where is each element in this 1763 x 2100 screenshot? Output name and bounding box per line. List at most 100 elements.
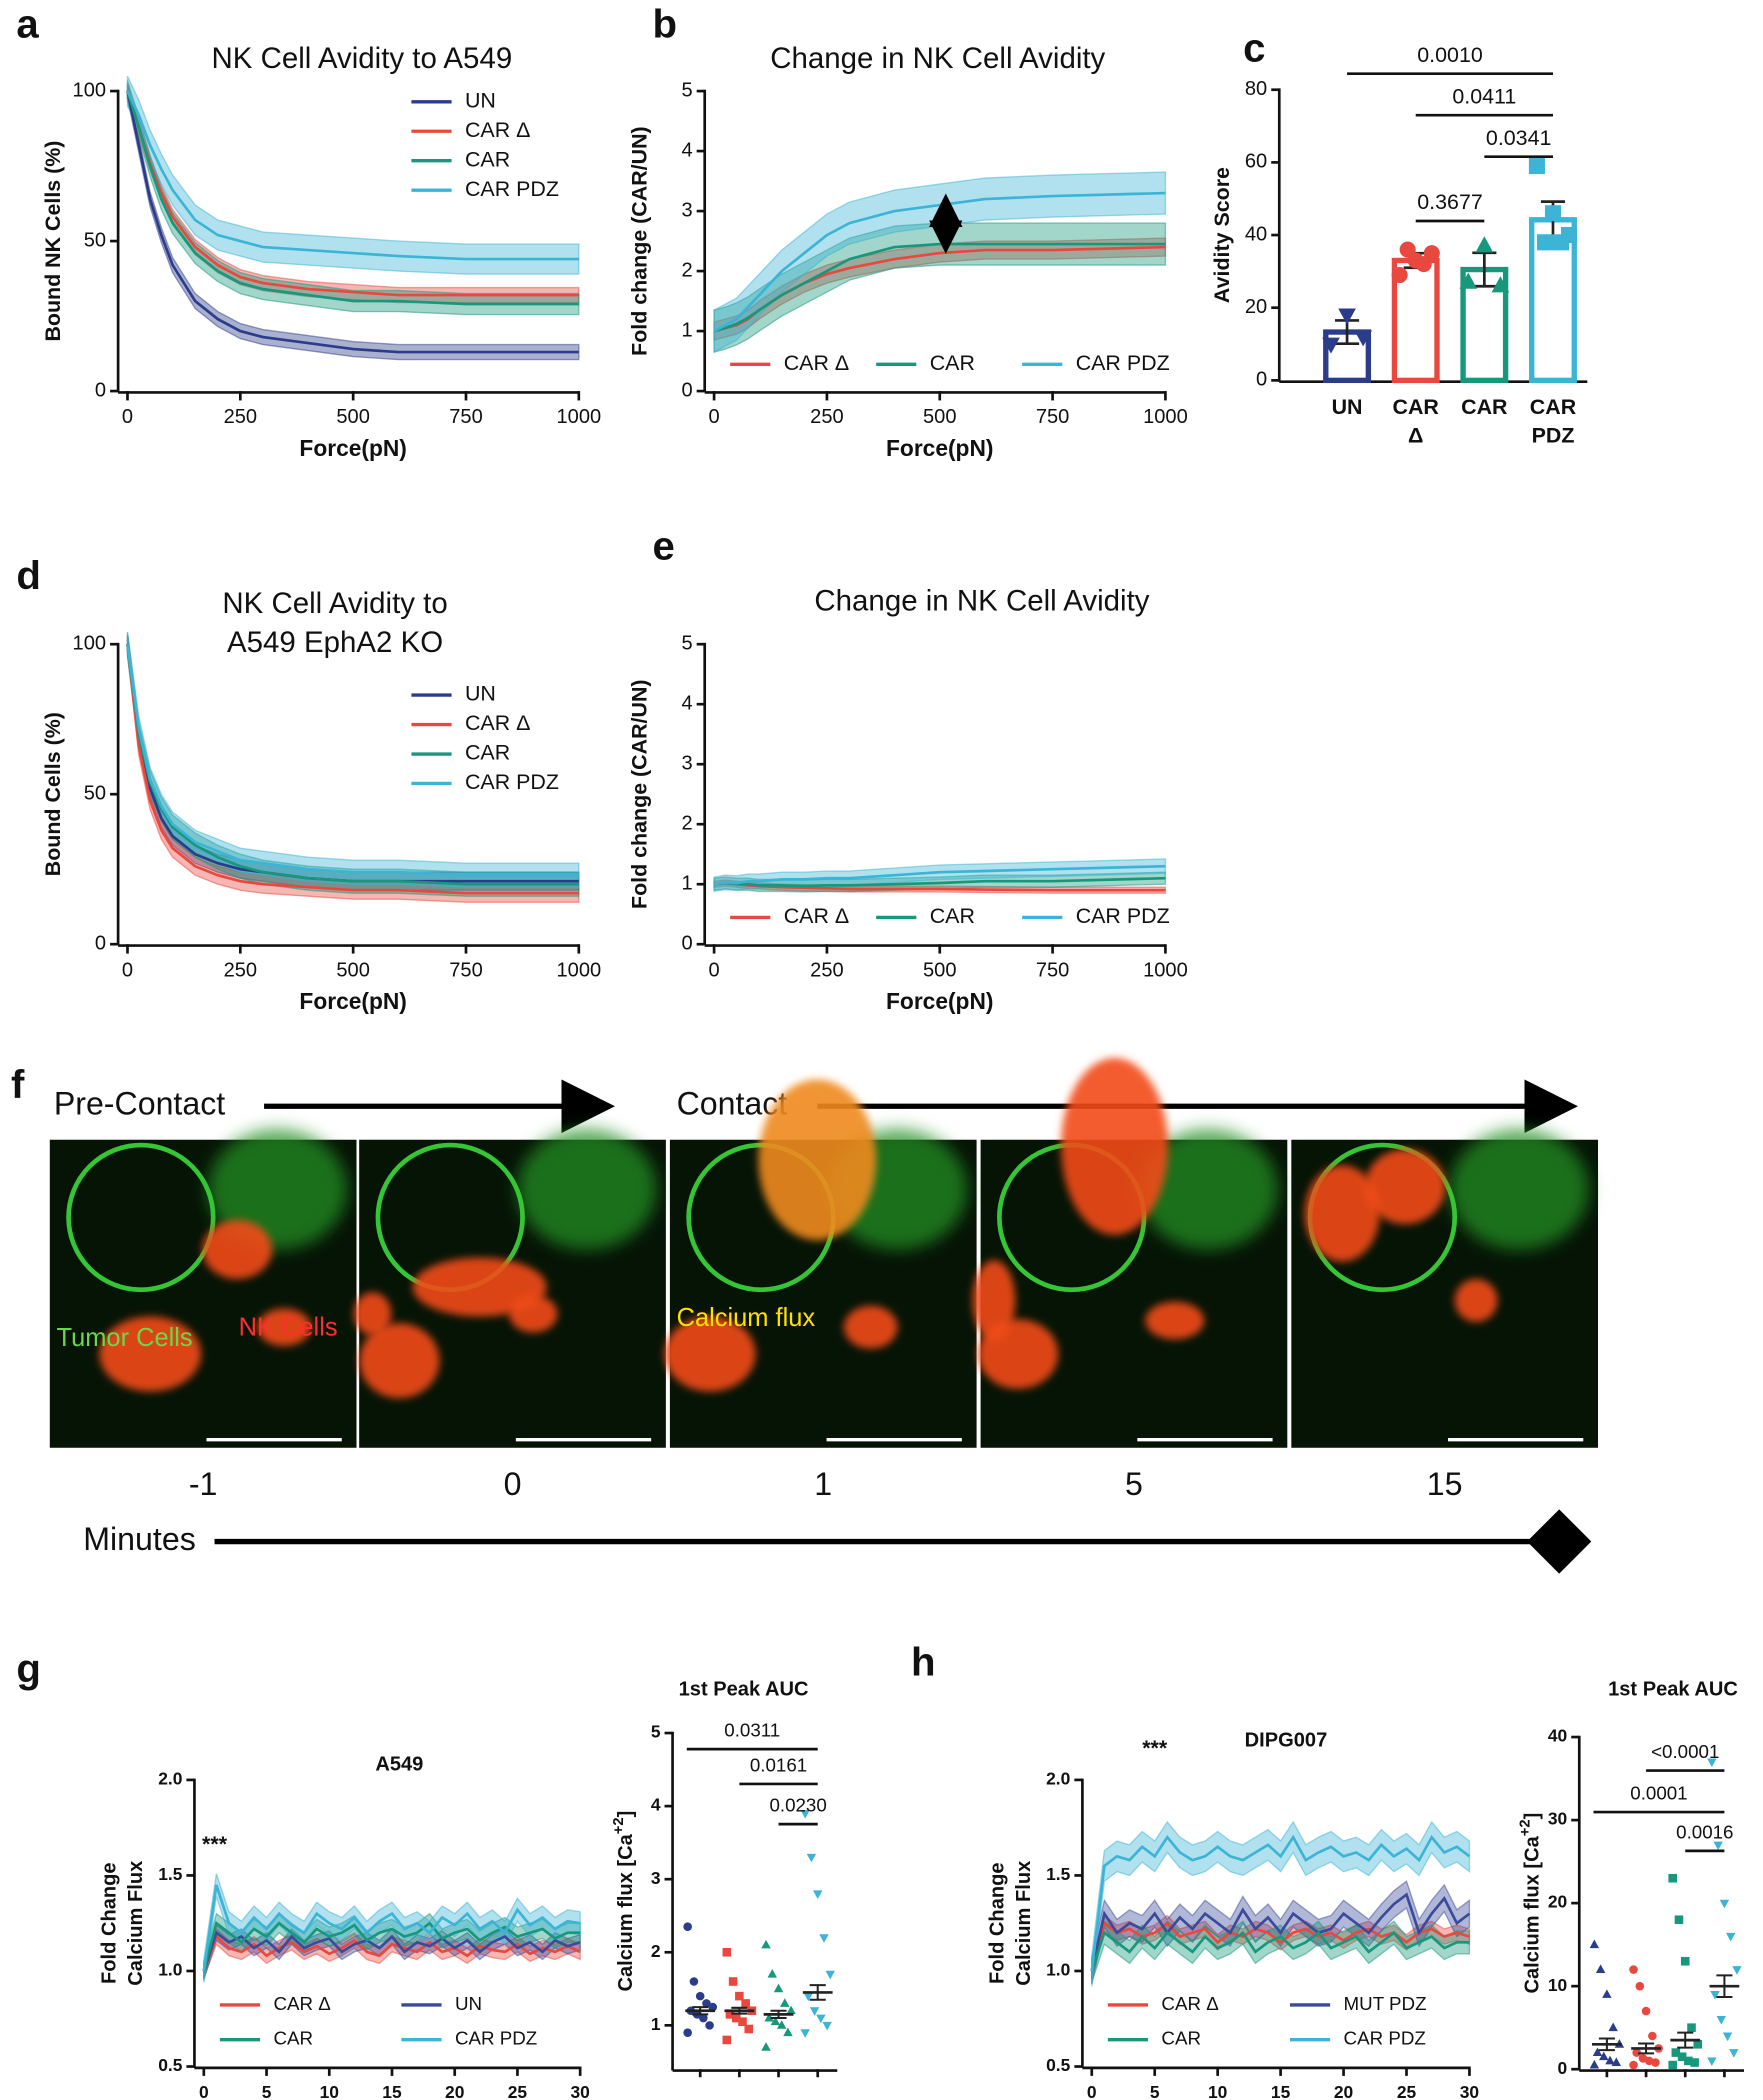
y-tick-label: 1.5	[1046, 1864, 1071, 1884]
x-tick-label: CAR	[1393, 395, 1440, 419]
legend-label: UN	[455, 1993, 482, 2014]
data-point	[1638, 2054, 1648, 2063]
x-tick-label: 500	[923, 406, 956, 428]
y-tick-label: 100	[73, 632, 107, 654]
error-band	[126, 80, 580, 316]
legend-label: CAR Δ	[273, 1993, 330, 2014]
x-tick-label: UN	[1332, 395, 1363, 419]
series-line	[1090, 1930, 1470, 1972]
nk-cell	[844, 1305, 898, 1349]
error-bar	[1472, 251, 1497, 288]
p-value: 0.0016	[1676, 1821, 1733, 1842]
error-band	[126, 75, 580, 275]
data-point	[1707, 1758, 1717, 1768]
legend-label: UN	[465, 88, 496, 112]
data-point	[1722, 2032, 1733, 2042]
chart-title: Change in NK Cell Avidity	[770, 42, 1105, 75]
cell-label: NK Cells	[239, 1313, 338, 1341]
legend-label: CAR	[930, 904, 975, 928]
error-bar	[692, 2006, 709, 2016]
data-point	[1491, 276, 1510, 293]
x-tick-label: Δ	[1408, 423, 1423, 447]
nk-cell	[202, 1220, 273, 1280]
x-tick-label: 20	[445, 2082, 464, 2100]
y-tick-label: 0	[1558, 2058, 1568, 2078]
series-line	[1090, 1920, 1470, 1972]
chart-title: A549	[375, 1753, 423, 1775]
legend-label: CAR	[930, 351, 975, 375]
panel-letter: b	[652, 1, 677, 46]
tumor-cell	[1449, 1129, 1589, 1250]
data-point	[1602, 1989, 1612, 1998]
error-bar	[809, 1984, 826, 2001]
data-point	[767, 1969, 777, 1978]
y-tick-label: 20	[1548, 1892, 1567, 1912]
p-value: 0.0161	[750, 1754, 807, 1775]
data-point	[744, 2024, 754, 2034]
y-tick-label: 0	[681, 379, 692, 401]
error-band	[126, 632, 580, 888]
y-tick-label: 4	[681, 692, 692, 714]
data-point	[761, 1939, 771, 1949]
data-point	[780, 1998, 790, 2007]
data-point	[809, 2007, 820, 2016]
y-axis-label: Bound Cells (%)	[40, 712, 64, 876]
chart-title: DIPG007	[1245, 1729, 1328, 1751]
data-point	[1671, 2048, 1681, 2057]
tumor-cell	[517, 1129, 657, 1250]
nk-cell	[1364, 1149, 1446, 1225]
series-line	[202, 1884, 581, 1972]
data-point	[1648, 2031, 1657, 2041]
y-tick-label: 1.0	[158, 1960, 182, 1980]
time-label: 0	[504, 1466, 522, 1502]
data-point	[1674, 1915, 1684, 1925]
panel-letter: f	[11, 1062, 25, 1107]
error-bar	[1716, 1974, 1733, 1998]
y-axis-label: Fold change (CAR/UN)	[627, 679, 651, 909]
series-line	[126, 644, 579, 895]
y-tick-label: 1.0	[1046, 1960, 1070, 1980]
series-line	[126, 644, 579, 877]
y-tick-label: 30	[1548, 1809, 1567, 1829]
data-point	[1399, 241, 1416, 258]
data-point	[683, 2028, 692, 2037]
data-point	[800, 1809, 810, 1819]
x-tick-label: 750	[449, 406, 483, 428]
data-point	[816, 2014, 826, 2024]
x-tick-label: 1000	[556, 959, 601, 981]
error-bar	[1677, 2031, 1694, 2049]
chart-title: NK Cell Avidity to A549	[212, 42, 513, 75]
data-point	[735, 1991, 744, 2001]
data-point	[800, 2029, 810, 2038]
x-tick-label: 30	[1460, 2082, 1479, 2100]
data-point	[683, 1922, 692, 1931]
y-tick-label: 60	[1245, 151, 1267, 173]
data-point	[1599, 2051, 1609, 2061]
y-axis-label: Calcium flux [Ca+2]	[1518, 1813, 1544, 1994]
nk-cell	[359, 1323, 440, 1399]
time-label: 5	[1125, 1466, 1143, 1502]
data-point	[1605, 2055, 1615, 2065]
p-value: 0.0411	[1452, 84, 1516, 108]
series-line	[713, 191, 1166, 333]
x-tick-label: 15	[382, 2082, 402, 2100]
x-tick-label: 0	[122, 959, 133, 981]
y-tick-label: 100	[73, 79, 107, 101]
legend-label: CAR Δ	[465, 711, 530, 735]
error-band	[713, 171, 1167, 354]
x-tick-label: 1000	[1143, 406, 1188, 428]
data-point	[773, 1983, 784, 1993]
error-band	[713, 858, 1167, 893]
y-tick-label: 2.0	[1046, 1769, 1070, 1789]
data-point	[1732, 1966, 1742, 1975]
y-tick-label: 3	[681, 199, 692, 221]
annotation: ***	[1142, 1736, 1168, 1760]
data-point	[722, 2035, 732, 2045]
data-point	[806, 1853, 817, 1863]
data-point	[738, 2017, 747, 2026]
x-tick-label: 5	[1150, 2082, 1160, 2100]
time-axis-label: Minutes	[83, 1521, 196, 1557]
data-point	[741, 1999, 750, 2008]
data-point	[1690, 2058, 1699, 2067]
data-point	[1725, 1932, 1736, 1942]
